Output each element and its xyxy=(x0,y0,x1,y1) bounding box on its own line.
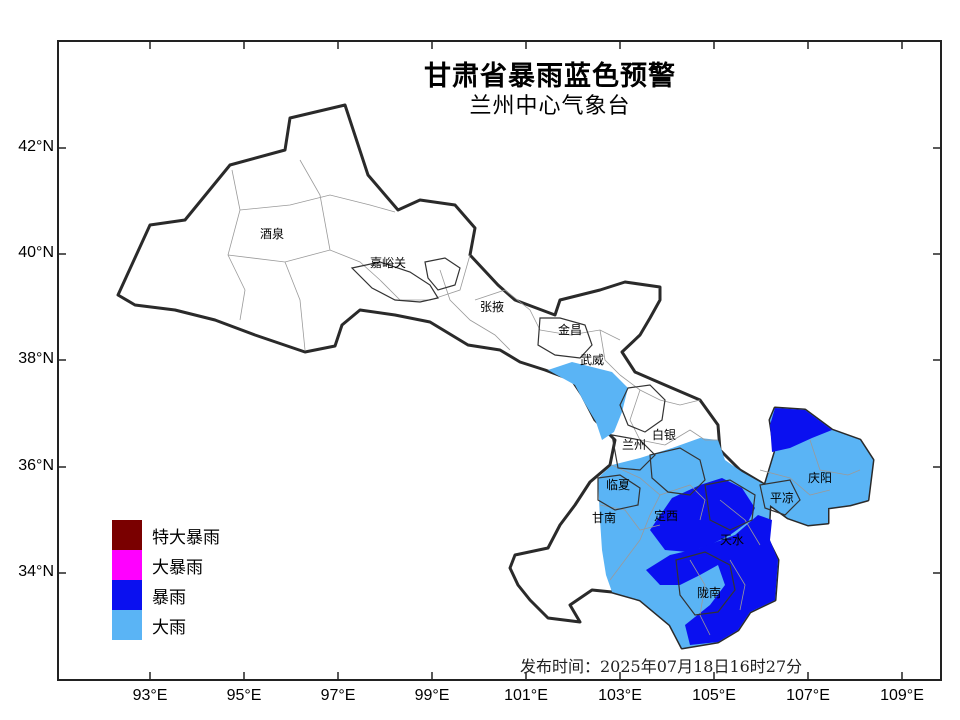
city-label-jiayuguan: 嘉峪关 xyxy=(370,256,407,270)
legend-item-heavy-rainstorm: 大暴雨 xyxy=(112,550,220,580)
city-label-zhangye: 张掖 xyxy=(480,300,505,314)
heavy-rain-zone-wuwei xyxy=(548,362,628,440)
legend-swatch-heavy-rainstorm xyxy=(112,550,142,580)
city-label-dingxi: 定西 xyxy=(654,509,679,523)
lat-label-34: 34°N xyxy=(18,563,54,580)
legend-swatch-rainstorm xyxy=(112,580,142,610)
city-label-jiuquan: 酒泉 xyxy=(260,227,285,241)
lon-label-95: 95°E xyxy=(226,687,262,704)
city-label-lanzhou: 兰州 xyxy=(622,438,647,452)
lon-label-107: 107°E xyxy=(786,687,830,704)
lon-label-103: 103°E xyxy=(598,687,642,704)
lon-label-97: 97°E xyxy=(320,687,356,704)
city-label-jinchang: 金昌 xyxy=(558,323,583,337)
lon-label-101: 101°E xyxy=(504,687,548,704)
axis-ticks xyxy=(57,40,942,681)
legend-item-rainstorm: 暴雨 xyxy=(112,580,220,610)
lat-label-38: 38°N xyxy=(18,350,54,367)
map-title: 甘肃省暴雨蓝色预警 xyxy=(424,61,676,92)
legend-swatch-heavy-rain xyxy=(112,610,142,640)
map-frame xyxy=(57,40,942,681)
map-subtitle: 兰州中心气象台 xyxy=(469,94,631,119)
city-label-gannan: 甘南 xyxy=(592,511,617,525)
legend-label: 大雨 xyxy=(152,617,186,638)
rainstorm-zone-tianshui xyxy=(650,478,755,552)
legend: 特大暴雨 大暴雨 暴雨 大雨 xyxy=(112,520,220,640)
city-label-qingyang: 庆阳 xyxy=(808,471,833,485)
lon-label-99: 99°E xyxy=(414,687,450,704)
issue-time: 发布时间：2025年07月18日16时27分 xyxy=(520,657,803,676)
city-label-wuwei: 武威 xyxy=(580,353,605,367)
legend-label: 暴雨 xyxy=(152,587,186,608)
prefecture-borders xyxy=(350,257,801,616)
legend-item-heavy-rain: 大雨 xyxy=(112,610,220,640)
city-label-longnan: 陇南 xyxy=(697,586,722,600)
lon-label-93: 93°E xyxy=(132,687,168,704)
lon-label-109: 109°E xyxy=(880,687,924,704)
county-borders xyxy=(227,159,861,636)
legend-label: 特大暴雨 xyxy=(152,527,220,548)
lat-label-42: 42°N xyxy=(18,138,54,155)
city-label-pingliang: 平凉 xyxy=(770,491,795,505)
rainstorm-zone-northeast xyxy=(770,408,832,452)
lat-label-36: 36°N xyxy=(18,457,54,474)
legend-label: 大暴雨 xyxy=(152,557,203,578)
city-label-baiyin: 白银 xyxy=(652,428,677,442)
lat-label-40: 40°N xyxy=(18,244,54,261)
legend-item-extreme-rainstorm: 特大暴雨 xyxy=(112,520,220,550)
legend-swatch-extreme-rainstorm xyxy=(112,520,142,550)
city-label-tianshui: 天水 xyxy=(720,533,745,547)
rainstorm-zone-longnan xyxy=(646,515,778,645)
city-label-linxia: 临夏 xyxy=(606,478,631,492)
lon-label-105: 105°E xyxy=(692,687,736,704)
